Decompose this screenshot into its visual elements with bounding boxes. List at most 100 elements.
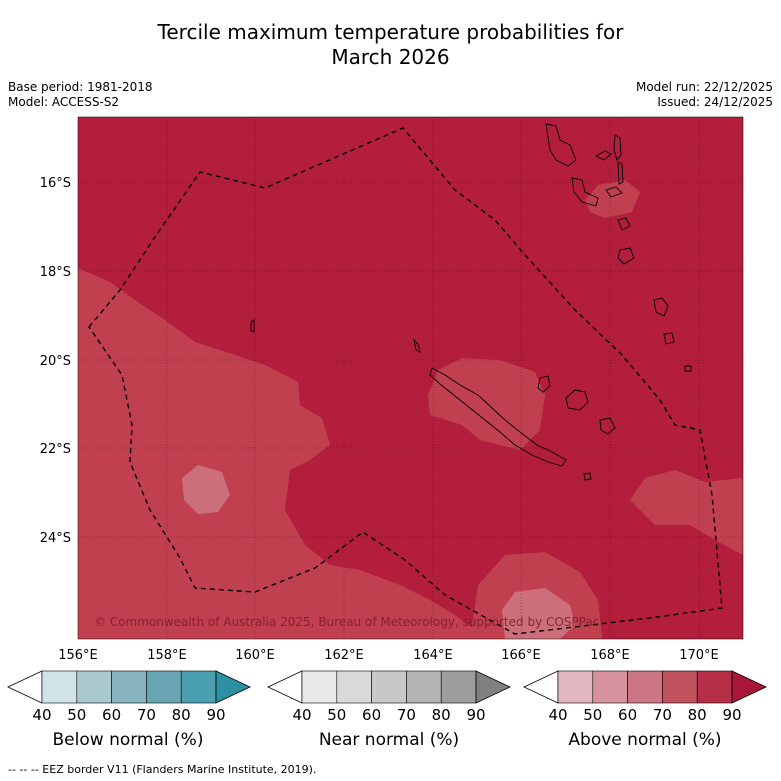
probability-60-70-region-south xyxy=(502,588,575,639)
lon-tick-label: 166°E xyxy=(501,648,541,663)
colorbar-near: 40 50 60 70 80 90 xyxy=(267,670,511,724)
latitude-ticks: 16°S 18°S 20°S 22°S 24°S xyxy=(40,176,71,546)
colorbar-tick-label: 90 xyxy=(206,706,225,724)
longitude-ticks: 156°E 158°E 160°E 162°E 164°E 166°E 168°E 170°E xyxy=(58,648,719,663)
colorbar-segment xyxy=(146,670,182,704)
colorbar-tick-label: 80 xyxy=(688,706,707,724)
vanuatu-erromango xyxy=(617,247,635,265)
colorbar-segment xyxy=(180,670,217,704)
model-name: Model: ACCESS-S2 xyxy=(8,95,120,109)
vanuatu-ambrym xyxy=(605,186,623,198)
eez-border-legend: -- -- -- EEZ border V11 (Flanders Marine… xyxy=(8,763,317,776)
colorbar-tick-label: 50 xyxy=(67,706,86,724)
title-line-2: March 2026 xyxy=(331,45,450,69)
lon-tick-label: 168°E xyxy=(590,648,630,663)
meta-right: Model run: 22/12/2025 Issued: 24/12/2025 xyxy=(636,80,773,110)
colorbar-upper-extension xyxy=(475,670,511,704)
map-title: Tercile maximum temperature probabilitie… xyxy=(0,20,781,70)
loyalty-island-mare xyxy=(599,417,616,435)
meta-left: Base period: 1981-2018 Model: ACCESS-S2 xyxy=(8,80,153,110)
belep-islands xyxy=(413,338,421,353)
colorbar-upper-extension xyxy=(215,670,251,704)
colorbar-tick-label: 70 xyxy=(137,706,156,724)
vanuatu-futuna xyxy=(684,365,692,372)
model-run: Model run: 22/12/2025 xyxy=(635,80,773,94)
colorbar-tick-label: 60 xyxy=(362,706,381,724)
colorbar-segment xyxy=(557,670,594,704)
lat-tick-label: 24°S xyxy=(40,531,71,546)
colorbar-tick-label: 90 xyxy=(722,706,741,724)
colorbar-tick-label: 90 xyxy=(466,706,485,724)
colorbars: 40 50 60 70 80 90 40 50 60 70 80 90 40 50 60 70 80 90 xyxy=(7,670,767,724)
colorbar-segment xyxy=(111,670,147,704)
colorbar-tick-label: 60 xyxy=(102,706,121,724)
colorbar-segment xyxy=(336,670,372,704)
colorbar-segment xyxy=(696,670,733,704)
colorbar-segment xyxy=(371,670,407,704)
colorbar-lower-extension xyxy=(523,670,559,704)
colorbar-lower-extension xyxy=(7,670,43,704)
colorbar-segment xyxy=(662,670,698,704)
lat-tick-label: 18°S xyxy=(40,265,71,280)
lon-tick-label: 164°E xyxy=(413,648,453,663)
colorbar-tick-label: 70 xyxy=(397,706,416,724)
probability-70-80-region-central xyxy=(428,358,545,450)
lon-tick-label: 160°E xyxy=(235,648,275,663)
probability-60-70-region-west xyxy=(182,465,230,514)
isle-of-pines xyxy=(583,472,592,481)
lon-tick-label: 162°E xyxy=(324,648,364,663)
lat-tick-label: 20°S xyxy=(40,354,71,369)
new-caledonia-coast xyxy=(429,367,567,467)
lat-tick-label: 16°S xyxy=(40,176,71,191)
loyalty-island-lifou xyxy=(565,389,589,411)
chesterfield-island xyxy=(250,319,255,333)
issued-date: Issued: 24/12/2025 xyxy=(657,95,773,109)
colorbar-lower-extension xyxy=(267,670,303,704)
probability-70-80-region-north xyxy=(585,180,640,218)
colorbar-segment xyxy=(301,670,338,704)
colorbar-upper-extension xyxy=(731,670,767,704)
colorbar-tick-label: 40 xyxy=(32,706,51,724)
vanuatu-efate xyxy=(617,217,631,231)
lon-tick-label: 158°E xyxy=(147,648,187,663)
colorbar-title-near: Near normal (%) xyxy=(318,730,460,750)
colorbar-segment xyxy=(440,670,477,704)
base-period: Base period: 1981-2018 xyxy=(8,80,153,94)
colorbar-tick-label: 60 xyxy=(618,706,637,724)
colorbar-tick-label: 40 xyxy=(548,706,567,724)
vanuatu-aneityum xyxy=(663,332,675,345)
map-frame xyxy=(77,116,744,640)
vanuatu-pentecost xyxy=(617,161,624,185)
colorbar-segment xyxy=(627,670,663,704)
title-line-1: Tercile maximum temperature probabilitie… xyxy=(157,20,624,44)
vanuatu-malekula xyxy=(571,177,599,207)
colorbar-tick-label: 50 xyxy=(327,706,346,724)
loyalty-island-ouvea xyxy=(537,375,551,393)
copyright-notice: © Commonwealth of Australia 2025, Bureau… xyxy=(94,615,599,629)
colorbar-title-above: Above normal (%) xyxy=(568,730,722,750)
vanuatu-maewo xyxy=(613,134,622,161)
colorbar-tick-label: 50 xyxy=(583,706,602,724)
colorbar-above: 40 50 60 70 80 90 xyxy=(523,670,767,724)
vanuatu-espiritu-santo xyxy=(545,123,577,167)
lat-tick-label: 22°S xyxy=(40,442,71,457)
probability-70-80-region-west xyxy=(78,268,490,639)
colorbar-segment xyxy=(76,670,112,704)
colorbar-below: 40 50 60 70 80 90 xyxy=(7,670,251,724)
colorbar-tick-label: 80 xyxy=(432,706,451,724)
colorbar-segment xyxy=(406,670,442,704)
vanuatu-tanna xyxy=(653,297,669,317)
colorbar-segment xyxy=(592,670,628,704)
coastlines xyxy=(250,123,692,481)
colorbar-tick-label: 40 xyxy=(292,706,311,724)
vanuatu-ambae xyxy=(595,150,612,161)
colorbar-title-below: Below normal (%) xyxy=(52,730,204,750)
colorbar-segment xyxy=(41,670,78,704)
colorbar-tick-label: 70 xyxy=(653,706,672,724)
lon-tick-label: 170°E xyxy=(679,648,719,663)
lon-tick-label: 156°E xyxy=(58,648,98,663)
map-area xyxy=(78,117,743,639)
colorbar-tick-label: 80 xyxy=(172,706,191,724)
probability-70-80-region-east xyxy=(630,470,743,555)
